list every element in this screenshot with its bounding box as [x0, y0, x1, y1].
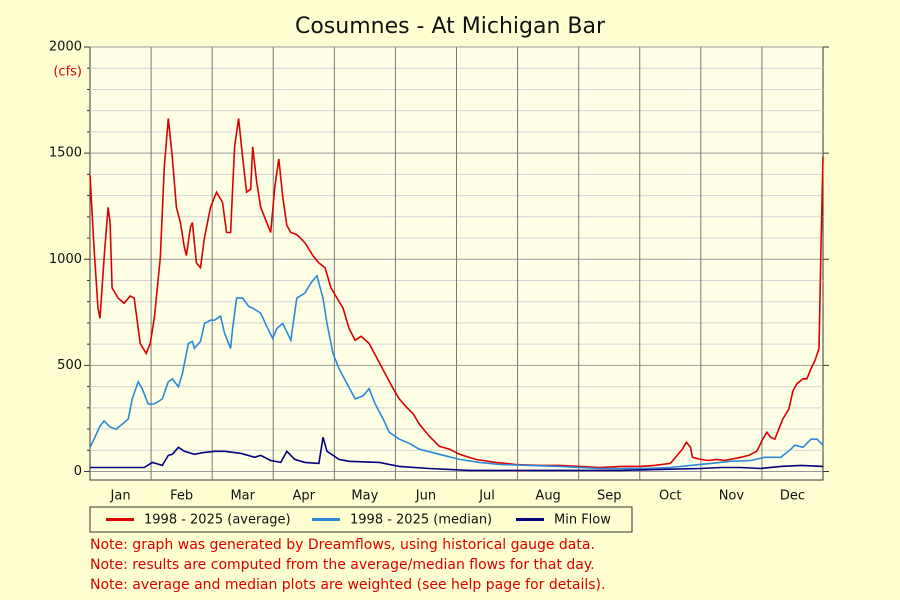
x-tick-label: Jan	[110, 489, 131, 504]
y-tick-label: 1000	[49, 252, 82, 267]
y-axis-label: (cfs)	[53, 65, 82, 80]
y-tick-label: 0	[74, 464, 82, 479]
series-line	[89, 118, 824, 469]
y-tick-label: 1500	[49, 146, 82, 161]
chart-title: Cosumnes - At Michigan Bar	[295, 14, 606, 39]
x-tick-label: Apr	[293, 489, 316, 504]
series-line	[89, 274, 824, 470]
x-tick-label: Jul	[478, 489, 495, 504]
y-tick-label: 500	[57, 358, 82, 373]
y-tick-label: 2000	[49, 40, 82, 55]
x-tick-label: Mar	[230, 489, 255, 504]
legend-label: Min Flow	[554, 513, 611, 528]
x-tick-label: May	[351, 489, 378, 504]
legend-box	[89, 506, 633, 533]
note: Note: graph was generated by Dreamflows,…	[90, 537, 595, 553]
x-tick-label: Aug	[535, 489, 560, 504]
x-tick-label: Dec	[780, 489, 805, 504]
note: Note: average and median plots are weigh…	[90, 577, 605, 593]
x-tick-label: Nov	[719, 489, 745, 504]
series-line	[90, 437, 824, 472]
x-tick-label: Feb	[170, 489, 193, 504]
legend-label: 1998 - 2025 (median)	[350, 513, 492, 528]
x-tick-label: Jun	[415, 489, 436, 504]
legend-label: 1998 - 2025 (average)	[144, 513, 291, 528]
note: Note: results are computed from the aver…	[90, 557, 595, 573]
x-tick-label: Sep	[597, 489, 622, 504]
x-tick-label: Oct	[659, 489, 681, 504]
